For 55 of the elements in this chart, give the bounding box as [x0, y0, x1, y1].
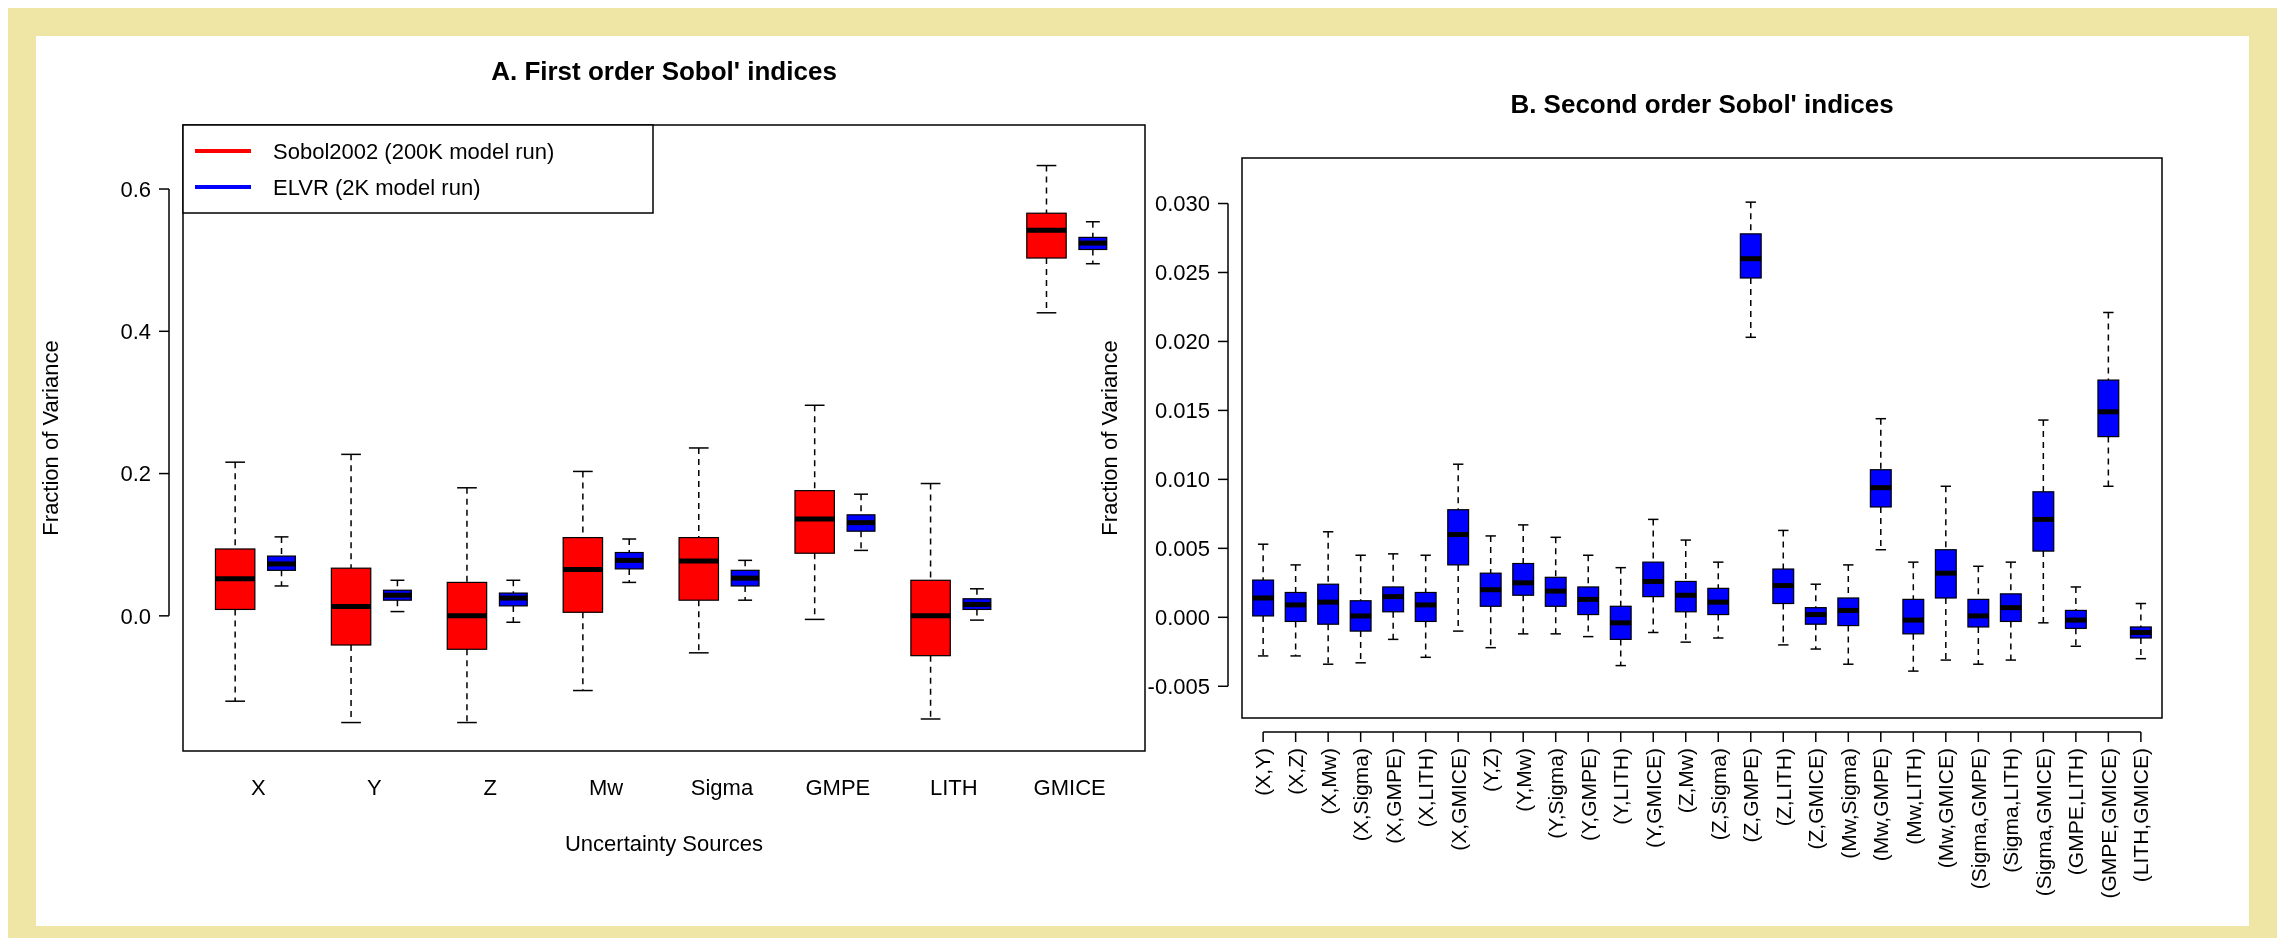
- x-axis-title: Uncertainty Sources: [564, 831, 764, 856]
- x-tick-label: (Y,Sigma): [1544, 748, 1568, 839]
- legend-label: Sobol2002 (200K model run): [273, 138, 555, 164]
- y-tick-label: 0.010: [1154, 467, 1210, 493]
- x-tick-label: (Y,GMPE): [1576, 748, 1600, 841]
- y-tick-label: 0.6: [120, 176, 151, 202]
- x-tick-label: (X,Y): [1251, 748, 1275, 796]
- y-tick-label: 0.025: [1154, 260, 1210, 286]
- y-tick-label: 0.000: [1154, 605, 1210, 631]
- x-tick-label: (GMPE,GMICE): [2096, 748, 2120, 899]
- x-tick-label: (Sigma,GMICE): [2031, 748, 2055, 897]
- y-axis-title: Fraction of Variance: [1097, 340, 1122, 536]
- x-tick-label: Mw: [588, 775, 624, 800]
- x-tick-label: (Mw,Sigma): [1836, 748, 1860, 859]
- y-tick-label: 0.020: [1154, 329, 1210, 355]
- x-tick-label: (Z,Mw): [1674, 748, 1698, 814]
- y-tick-label: 0.4: [120, 319, 151, 344]
- x-tick-label: (Y,GMICE): [1641, 748, 1665, 848]
- x-tick-label: (X,Z): [1283, 748, 1307, 795]
- x-tick-label: (Sigma,LITH): [1999, 748, 2023, 873]
- x-tick-label: (X,LITH): [1414, 748, 1438, 828]
- x-tick-label: (Y,Mw): [1511, 748, 1535, 812]
- x-tick-label: (Y,Z): [1479, 748, 1503, 792]
- x-tick-label: (Mw,GMICE): [1934, 748, 1958, 869]
- y-tick-label: 0.005: [1154, 536, 1210, 562]
- x-tick-label: (Y,LITH): [1609, 748, 1633, 825]
- chart-title: A. First order Sobol' indices: [491, 56, 837, 86]
- y-tick-label: -0.005: [1147, 673, 1210, 699]
- x-tick-label: (Mw,LITH): [1901, 748, 1925, 845]
- x-tick-label: (Z,Sigma): [1706, 748, 1730, 841]
- x-tick-label: (X,Sigma): [1349, 748, 1373, 842]
- x-tick-label: (GMPE,LITH): [2064, 748, 2088, 876]
- x-tick-label: Z: [483, 775, 497, 800]
- x-tick-label: (Mw,GMPE): [1869, 748, 1893, 862]
- x-tick-label: GMICE: [1033, 775, 1106, 800]
- legend-label: ELVR (2K model run): [273, 174, 481, 200]
- x-tick-label: Sigma: [690, 775, 754, 800]
- y-axis-title: Fraction of Variance: [38, 340, 63, 536]
- x-tick-label: (Sigma,GMPE): [1966, 748, 1990, 890]
- chart-title: B. Second order Sobol' indices: [1510, 89, 1894, 119]
- x-tick-label: (LITH,GMICE): [2129, 748, 2153, 883]
- x-tick-label: (X,GMICE): [1446, 748, 1470, 851]
- x-tick-label: X: [250, 775, 266, 800]
- x-tick-label: (X,Mw): [1316, 748, 1340, 815]
- x-tick-label: LITH: [929, 775, 978, 800]
- x-tick-label: GMPE: [805, 775, 871, 800]
- y-tick-label: 0.030: [1154, 191, 1210, 217]
- x-tick-label: (Z,GMPE): [1739, 748, 1763, 843]
- y-tick-label: 0.015: [1154, 398, 1210, 424]
- x-tick-label: (X,GMPE): [1381, 748, 1405, 844]
- x-tick-label: Y: [366, 775, 382, 800]
- y-tick-label: 0.0: [120, 603, 151, 629]
- x-tick-label: (Z,GMICE): [1804, 748, 1828, 850]
- y-tick-label: 0.2: [120, 461, 151, 487]
- x-tick-label: (Z,LITH): [1771, 748, 1795, 827]
